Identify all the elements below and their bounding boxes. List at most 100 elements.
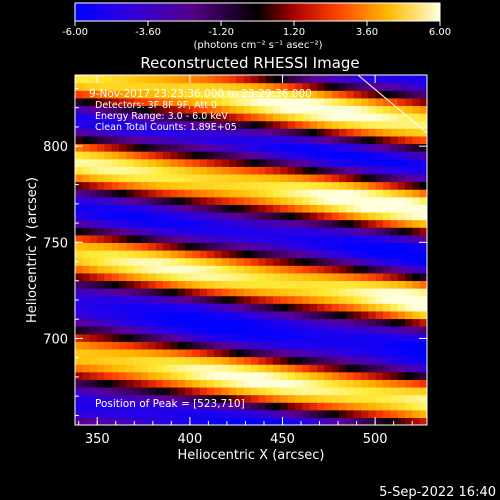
heatmap-cell (148, 402, 157, 411)
heatmap-cell (155, 211, 164, 221)
heatmap-cell (405, 227, 413, 236)
heatmap-cell (177, 105, 186, 114)
heatmap-cell (119, 394, 127, 403)
heatmap-cell (368, 181, 377, 190)
heatmap-cell (346, 303, 355, 312)
heatmap-cell (229, 151, 237, 160)
heatmap-cell (148, 158, 157, 167)
heatmap-cell (243, 417, 252, 425)
heatmap-cell (75, 82, 83, 91)
heatmap-cell (170, 409, 179, 418)
heatmap-cell (133, 196, 142, 205)
heatmap-cell (302, 135, 311, 145)
heatmap-cell (397, 219, 406, 228)
heatmap-cell (287, 97, 296, 107)
heatmap-cell (221, 272, 230, 282)
heatmap-cell (265, 82, 274, 91)
heatmap-cell (412, 348, 421, 358)
heatmap-cell (258, 234, 267, 243)
heatmap-cell (243, 143, 252, 152)
heatmap-cell (243, 364, 252, 373)
heatmap-cell (148, 333, 157, 342)
heatmap-cell (419, 409, 427, 418)
heatmap-cell (405, 211, 413, 221)
heatmap-cell (163, 394, 171, 403)
heatmap-cell (177, 288, 186, 297)
heatmap-cell (89, 219, 98, 228)
heatmap-cell (390, 348, 399, 358)
heatmap-cell (405, 379, 413, 388)
heatmap-cell (207, 310, 215, 320)
heatmap-cell (236, 265, 245, 274)
heatmap-cell (155, 341, 164, 350)
heatmap-cell (185, 204, 193, 213)
heatmap-cell (214, 75, 223, 84)
heatmap-cell (170, 295, 179, 304)
heatmap-cell (141, 333, 149, 342)
heatmap-cell (412, 280, 421, 289)
heatmap-cell (192, 341, 201, 350)
heatmap-cell (82, 196, 91, 205)
heatmap-cell (317, 386, 325, 396)
heatmap-cell (89, 394, 98, 403)
heatmap-cell (207, 82, 215, 91)
heatmap-cell (243, 166, 252, 175)
heatmap-cell (133, 272, 142, 282)
heatmap-cell (273, 120, 281, 129)
heatmap-cell (243, 341, 252, 350)
heatmap-cell (75, 113, 83, 122)
heatmap-cell (185, 158, 193, 167)
heatmap-cell (82, 135, 91, 145)
heatmap-cell (163, 250, 171, 259)
heatmap-cell (119, 288, 127, 297)
heatmap-cell (104, 364, 113, 373)
heatmap-cell (89, 303, 98, 312)
heatmap-cell (331, 166, 340, 175)
heatmap-cell (82, 189, 91, 198)
heatmap-cell (324, 333, 333, 342)
heatmap-cell (339, 417, 347, 425)
heatmap-cell (89, 196, 98, 205)
heatmap-cell (126, 303, 135, 312)
heatmap-cell (331, 105, 340, 114)
heatmap-cell (258, 288, 267, 297)
heatmap-cell (111, 318, 120, 327)
heatmap-cell (163, 211, 171, 221)
heatmap-cell (368, 295, 377, 304)
heatmap-cell (390, 265, 399, 274)
heatmap-cell (280, 75, 289, 84)
heatmap-cell (412, 211, 421, 221)
heatmap-cell (353, 227, 362, 236)
heatmap-cell (177, 189, 186, 198)
heatmap-cell (97, 394, 105, 403)
heatmap-cell (375, 326, 384, 335)
heatmap-cell (243, 151, 252, 160)
heatmap-cell (346, 234, 355, 243)
heatmap-cell (273, 211, 281, 221)
heatmap-cell (207, 242, 215, 251)
heatmap-cell (251, 143, 259, 152)
heatmap-cell (390, 234, 399, 243)
heatmap-cell (97, 250, 105, 259)
heatmap-cell (221, 196, 230, 205)
heatmap-cell (251, 166, 259, 175)
heatmap-cell (339, 181, 347, 190)
heatmap-cell (273, 303, 281, 312)
heatmap-cell (339, 120, 347, 129)
heatmap-cell (185, 75, 193, 84)
heatmap-cell (346, 341, 355, 350)
heatmap-cell (390, 211, 399, 221)
heatmap-cell (405, 356, 413, 365)
heatmap-cell (75, 75, 83, 84)
heatmap-cell (155, 234, 164, 243)
heatmap-cell (339, 97, 347, 107)
heatmap-cell (419, 166, 427, 175)
heatmap-cell (397, 90, 406, 99)
heatmap-cell (287, 417, 296, 425)
heatmap-cell (126, 158, 135, 167)
heatmap-cell (163, 333, 171, 342)
heatmap-cell (295, 409, 303, 418)
heatmap-cell (75, 272, 83, 282)
heatmap-cell (390, 341, 399, 350)
heatmap-cell (265, 113, 274, 122)
